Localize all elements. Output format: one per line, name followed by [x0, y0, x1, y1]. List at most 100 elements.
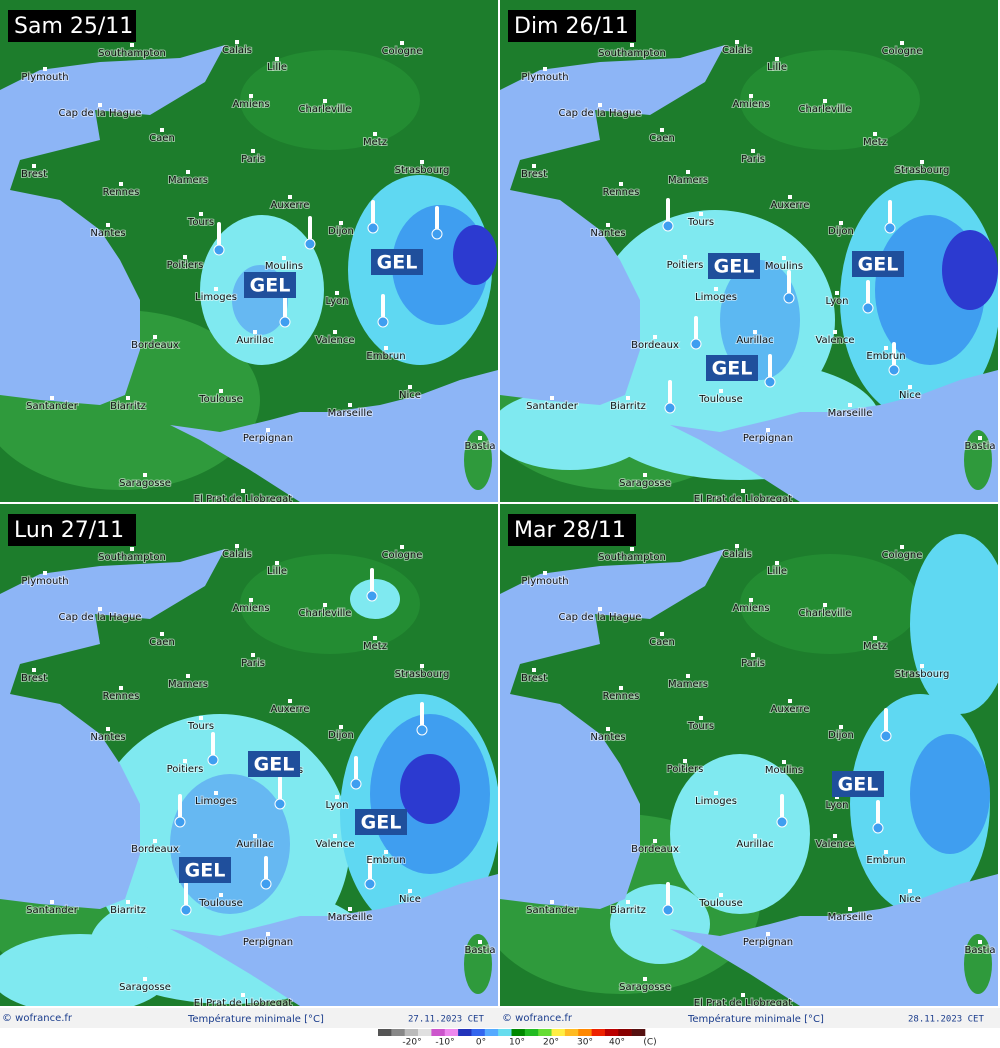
- map-panel: Southampton Plymouth Calais Cologne Lille Ami…: [0, 0, 498, 502]
- city-dot: [643, 473, 647, 477]
- city-dot: [153, 335, 157, 339]
- cold-zone: [0, 934, 170, 1006]
- city-dot: [873, 132, 877, 136]
- land-light: [740, 50, 920, 150]
- ocean: [670, 874, 998, 1006]
- city-label: Lyon: [825, 800, 848, 811]
- city-label: Paris: [741, 658, 765, 669]
- city-dot: [275, 561, 279, 565]
- thermometer: [892, 342, 896, 366]
- thermometer: [666, 198, 670, 222]
- thermometer: [876, 800, 880, 824]
- city-label: Plymouth: [21, 576, 68, 587]
- city-dot: [143, 977, 147, 981]
- city-label: Rennes: [103, 691, 140, 702]
- map: Southampton Plymouth Calais Cologne Lille Ami…: [0, 504, 498, 1006]
- city-label: Marseille: [828, 408, 873, 419]
- scale-label: -10°: [435, 1038, 454, 1048]
- city-dot: [32, 668, 36, 672]
- footer-credit: © wofrance.fr: [502, 1013, 573, 1024]
- city-dot: [714, 791, 718, 795]
- city-dot: [900, 545, 904, 549]
- thermometer-bulb: [880, 730, 892, 742]
- city-label: Plymouth: [521, 576, 568, 587]
- ocean: [0, 549, 225, 909]
- city-dot: [339, 221, 343, 225]
- city-dot: [920, 160, 924, 164]
- city-label: Metz: [363, 641, 387, 652]
- panel-title: Sam 25/11: [14, 14, 133, 39]
- ocean: [170, 874, 498, 1006]
- land-light: [740, 554, 920, 654]
- city-label: Strasbourg: [395, 165, 450, 176]
- city-dot: [241, 489, 245, 493]
- city-label: Nantes: [90, 228, 125, 239]
- city-label: Lille: [267, 566, 287, 577]
- city-label: Lyon: [325, 800, 348, 811]
- city-label: Southampton: [98, 552, 166, 563]
- city-label: Aurillac: [736, 839, 773, 850]
- city-dot: [683, 759, 687, 763]
- city-label: Cap de la Hague: [559, 612, 642, 623]
- city-label: Paris: [241, 154, 265, 165]
- city-dot: [323, 99, 327, 103]
- scale-swatch: [378, 1029, 392, 1036]
- city-label: Strasbourg: [895, 669, 950, 680]
- city-label: Santander: [526, 401, 579, 412]
- city-label: Saragosse: [619, 982, 671, 993]
- city-dot: [119, 686, 123, 690]
- thermometer-bulb: [364, 878, 376, 890]
- thermometer: [178, 794, 182, 818]
- city-dot: [751, 653, 755, 657]
- city-label: Aurillac: [736, 335, 773, 346]
- thermometer-bulb: [377, 316, 389, 328]
- city-dot: [653, 839, 657, 843]
- city-dot: [699, 212, 703, 216]
- city-label: Auxerre: [771, 200, 810, 211]
- scale-unit: (C): [643, 1038, 656, 1048]
- scale-swatch: [431, 1029, 446, 1036]
- thermometer-bulb: [350, 778, 362, 790]
- city-label: Bastia: [964, 441, 995, 452]
- scale-swatch: [618, 1029, 632, 1036]
- city-dot: [741, 993, 745, 997]
- city-dot: [253, 330, 257, 334]
- city-dot: [823, 99, 827, 103]
- city-dot: [288, 699, 292, 703]
- city-label: Dijon: [328, 226, 354, 237]
- gel-badge: [248, 751, 300, 777]
- city-label: Moulins: [765, 765, 803, 776]
- city-dot: [323, 603, 327, 607]
- city-label: Moulins: [765, 261, 803, 272]
- city-dot: [249, 598, 253, 602]
- gel-label: GEL: [838, 774, 879, 796]
- city-label: Saragosse: [119, 478, 171, 489]
- thermometer: [780, 794, 784, 818]
- scale-swatch: [551, 1029, 566, 1036]
- city-dot: [143, 473, 147, 477]
- footer-date: 28.11.2023 CET: [908, 1015, 984, 1025]
- city-label: Poitiers: [167, 764, 204, 775]
- city-dot: [839, 725, 843, 729]
- panel-title: Dim 26/11: [514, 14, 629, 39]
- city-label: Amiens: [232, 99, 269, 110]
- cold-zone: [720, 260, 800, 380]
- city-label: Caen: [149, 637, 175, 648]
- city-label: Lille: [767, 566, 787, 577]
- cold-zone: [453, 225, 497, 285]
- city-label: Mamers: [168, 175, 208, 186]
- city-label: Paris: [241, 658, 265, 669]
- thermometer-bulb: [274, 798, 286, 810]
- city-dot: [606, 223, 610, 227]
- city-dot: [275, 57, 279, 61]
- city-dot: [348, 907, 352, 911]
- city-label: Cap de la Hague: [559, 108, 642, 119]
- city-label: Bastia: [464, 441, 495, 452]
- city-dot: [839, 221, 843, 225]
- panel-title: Mar 28/11: [514, 518, 626, 543]
- city-dot: [98, 103, 102, 107]
- ocean: [500, 45, 725, 405]
- city-dot: [788, 195, 792, 199]
- city-dot: [126, 900, 130, 904]
